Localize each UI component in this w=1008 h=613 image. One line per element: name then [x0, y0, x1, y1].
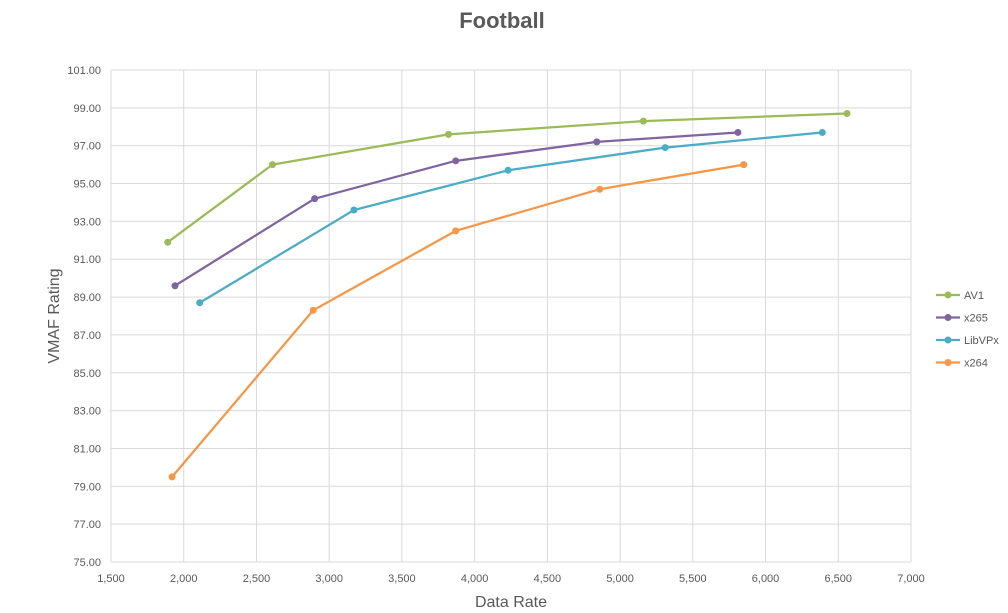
- y-tick-label: 85.00: [73, 368, 101, 380]
- x-tick-label: 1,500: [97, 573, 125, 585]
- y-tick-label: 79.00: [73, 481, 101, 493]
- data-point: [661, 144, 669, 152]
- x-tick-label: 3,500: [388, 573, 416, 585]
- data-point: [309, 306, 317, 314]
- x-axis-title: Data Rate: [475, 594, 547, 611]
- data-point: [311, 195, 319, 203]
- y-axis-title: VMAF Rating: [46, 268, 63, 363]
- series-line: [170, 163, 745, 478]
- data-point: [596, 185, 604, 193]
- data-point: [168, 473, 176, 481]
- y-tick-label: 97.00: [73, 141, 101, 153]
- y-tick-label: 89.00: [73, 292, 101, 304]
- grid-layer: [110, 69, 912, 563]
- y-tick-label: 93.00: [73, 216, 101, 228]
- x-tick-label: 3,000: [315, 573, 343, 585]
- x-tick-label: 5,500: [679, 573, 707, 585]
- x-tick-label: 4,500: [534, 573, 562, 585]
- legend-item: AV1: [936, 290, 984, 302]
- x-tick-label: 2,000: [170, 573, 198, 585]
- x-tick-label: 5,000: [606, 573, 634, 585]
- data-point: [196, 299, 204, 307]
- data-point: [593, 138, 601, 146]
- data-point: [740, 161, 748, 169]
- legend-item: x264: [936, 358, 988, 370]
- legend: AV1 x265 LibVPx x264: [936, 290, 999, 370]
- series-line: [166, 112, 849, 244]
- data-point: [818, 128, 826, 136]
- series-av1: [164, 110, 851, 246]
- x-tick-label: 6,000: [752, 573, 780, 585]
- legend-label: x264: [964, 358, 988, 370]
- data-point: [452, 157, 460, 165]
- data-point: [268, 161, 276, 169]
- legend-label: AV1: [964, 290, 984, 302]
- y-tick-label: 101.00: [67, 65, 101, 77]
- legend-swatch-marker: [944, 359, 952, 366]
- data-point: [350, 206, 358, 214]
- series-x264: [168, 161, 748, 481]
- series-line: [173, 131, 740, 287]
- chart-title: Football: [459, 8, 545, 33]
- x-tick-label: 4,000: [461, 573, 489, 585]
- legend-swatch-marker: [944, 314, 952, 321]
- legend-item: x265: [936, 313, 988, 325]
- x-tick-labels: 1,500 2,000 2,500 3,000 3,500 4,000 4,500 5,000…: [97, 573, 925, 585]
- x-tick-label: 7,000: [897, 573, 925, 585]
- series-libvpx: [196, 128, 826, 307]
- legend-label: x265: [964, 313, 988, 325]
- legend-swatch-marker: [944, 336, 952, 344]
- data-point: [171, 282, 179, 290]
- y-tick-label: 75.00: [73, 557, 101, 569]
- data-point: [452, 227, 460, 235]
- series-layer: [164, 110, 851, 481]
- y-tick-labels: 75.00 77.00 79.00 81.00 83.00 85.00 87.00 89.00…: [67, 65, 101, 569]
- y-tick-label: 91.00: [73, 254, 101, 266]
- series-x265: [171, 128, 742, 290]
- y-tick-label: 95.00: [73, 179, 101, 191]
- series-line: [198, 131, 824, 304]
- x-tick-label: 6,500: [825, 573, 853, 585]
- data-point: [444, 130, 452, 138]
- data-point: [504, 166, 512, 174]
- y-tick-label: 87.00: [73, 330, 101, 342]
- y-tick-label: 77.00: [73, 519, 101, 531]
- data-point: [639, 117, 647, 125]
- x-tick-label: 2,500: [243, 573, 271, 585]
- data-point: [734, 128, 742, 136]
- data-point: [843, 110, 851, 118]
- data-point: [164, 238, 172, 246]
- legend-item: LibVPx: [936, 335, 999, 347]
- y-tick-label: 99.00: [73, 103, 101, 115]
- legend-label: LibVPx: [964, 335, 999, 347]
- legend-swatch-marker: [944, 291, 952, 299]
- y-tick-label: 83.00: [73, 406, 101, 418]
- y-tick-label: 81.00: [73, 443, 101, 455]
